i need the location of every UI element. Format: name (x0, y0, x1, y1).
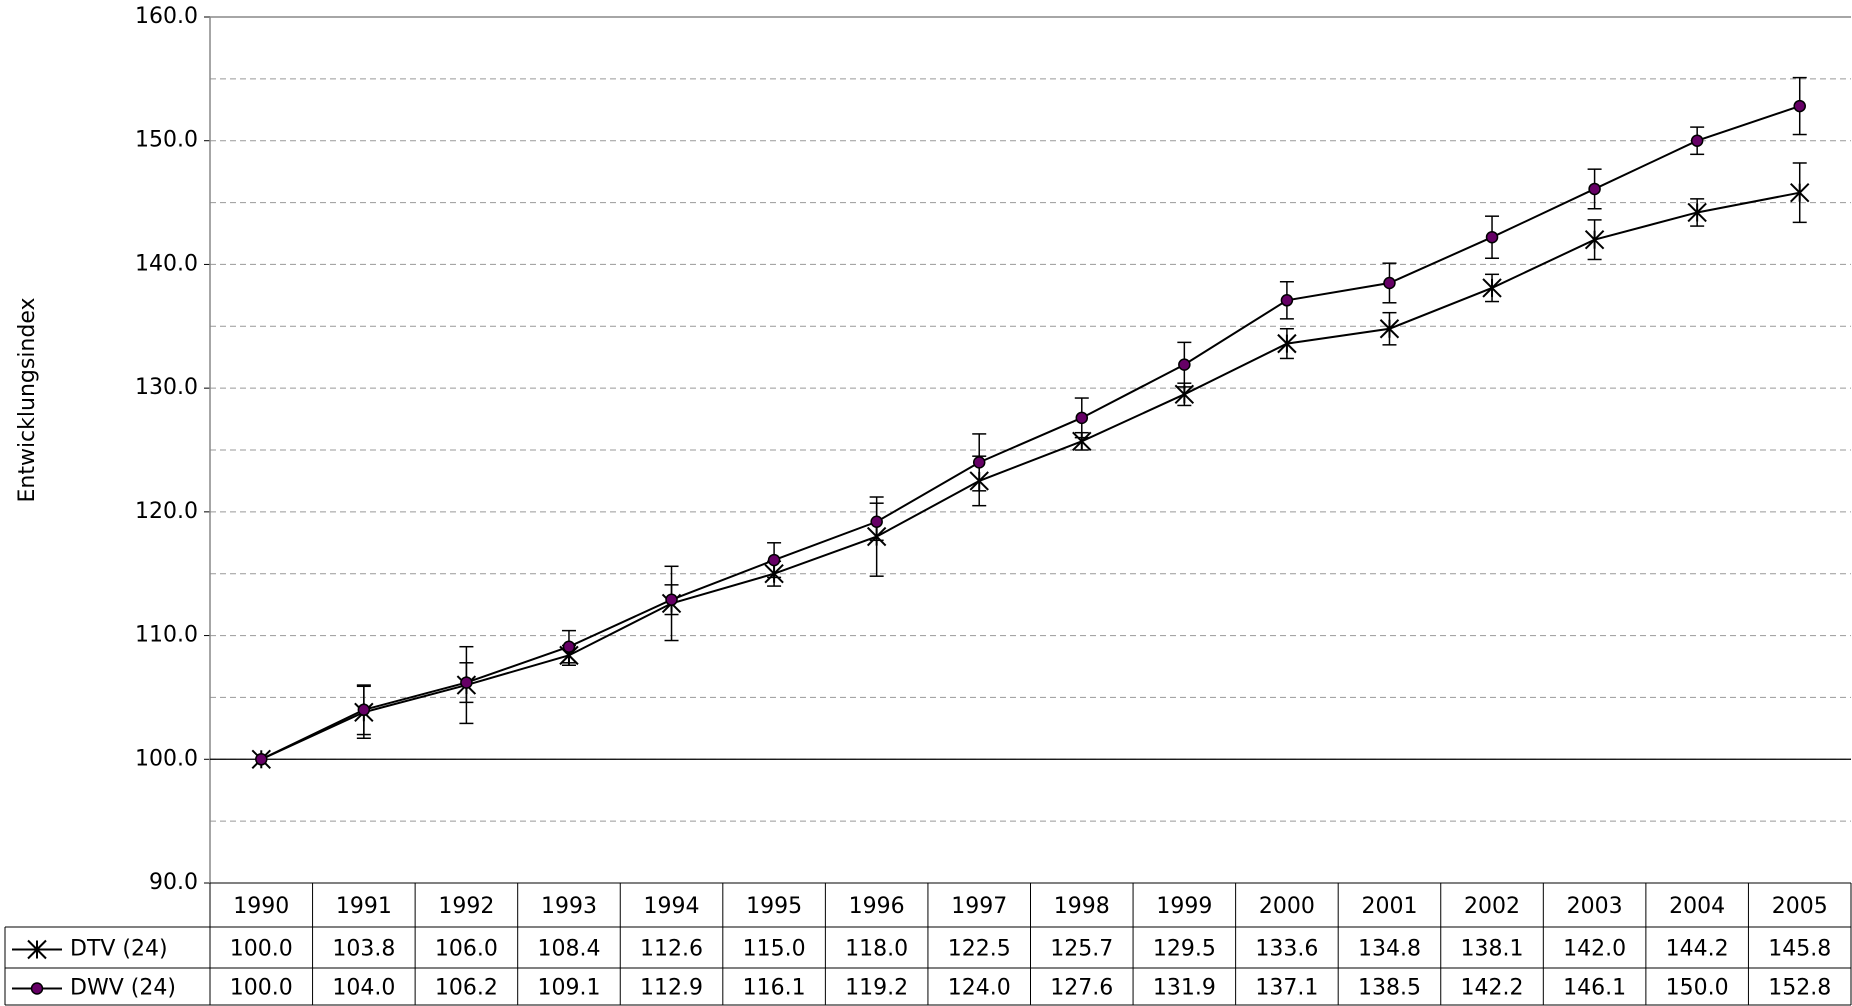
table-value: 106.2 (435, 976, 498, 1001)
x-tick-label: 1990 (233, 894, 289, 919)
marker-circle (255, 753, 268, 766)
x-tick-label: 2005 (1772, 894, 1828, 919)
marker-circle (1793, 99, 1806, 113)
x-tick-label: 2004 (1669, 894, 1725, 919)
table-value: 146.1 (1563, 976, 1626, 1001)
table-value: 109.1 (537, 976, 600, 1001)
y-tick-label: 120.0 (135, 499, 198, 524)
table-value: 142.2 (1461, 976, 1524, 1001)
table-value: 115.0 (743, 937, 806, 962)
marker-circle (1280, 294, 1294, 307)
y-axis-label: Entwicklungsindex (15, 297, 40, 502)
y-tick-label: 160.0 (135, 4, 198, 29)
table-value: 129.5 (1153, 937, 1216, 962)
marker-star (1277, 333, 1297, 354)
table-value: 100.0 (230, 976, 293, 1001)
marker-circle (870, 515, 883, 529)
x-tick-label: 2001 (1361, 894, 1417, 919)
x-tick-label: 1996 (849, 894, 905, 919)
marker-star (1584, 229, 1605, 250)
marker-circle (562, 640, 576, 653)
table-value: 133.6 (1255, 937, 1318, 962)
table-value: 127.6 (1050, 976, 1113, 1001)
marker-circle (1588, 182, 1601, 196)
marker-star (1482, 278, 1502, 298)
marker-circle (767, 553, 781, 567)
marker-star (1072, 431, 1092, 452)
table-value: 137.1 (1255, 976, 1318, 1001)
table-value: 152.8 (1768, 976, 1831, 1001)
marker-circle (1485, 230, 1499, 244)
x-tick-label: 1998 (1054, 894, 1110, 919)
x-tick-label: 1993 (541, 894, 597, 919)
table-value: 103.8 (332, 937, 395, 962)
table-value: 118.0 (845, 937, 908, 962)
y-tick-label: 90.0 (149, 870, 198, 895)
legend-label: DTV (24) (70, 937, 168, 962)
table-value: 112.9 (640, 976, 703, 1001)
y-tick-label: 130.0 (135, 375, 198, 400)
x-tick-label: 1991 (336, 894, 392, 919)
legend-label: DWV (24) (70, 976, 176, 1001)
x-tick-label: 2002 (1464, 894, 1520, 919)
table-value: 134.8 (1358, 937, 1421, 962)
table-value: 124.0 (948, 976, 1011, 1001)
marker-star (866, 526, 887, 547)
y-tick-label: 100.0 (135, 746, 198, 771)
table-value: 142.0 (1563, 937, 1626, 962)
marker-star (764, 564, 784, 584)
marker-circle (972, 456, 986, 469)
table-value: 125.7 (1050, 937, 1113, 962)
series-line (260, 191, 1800, 761)
table-value: 131.9 (1153, 976, 1216, 1001)
table-value: 108.4 (537, 937, 600, 962)
table-value: 119.2 (845, 976, 908, 1001)
y-tick-label: 140.0 (135, 251, 198, 276)
table-value: 138.5 (1358, 976, 1421, 1001)
marker-circle (665, 593, 678, 606)
marker-circle (1690, 134, 1704, 147)
marker-circle (1178, 358, 1191, 371)
marker-star (969, 471, 989, 491)
marker-circle (1075, 411, 1089, 425)
marker-circle (1383, 276, 1396, 290)
table-value: 112.6 (640, 937, 703, 962)
marker-star (1687, 202, 1707, 223)
x-tick-label: 1994 (644, 894, 700, 919)
series-line (260, 105, 1801, 761)
table-value: 100.0 (230, 937, 293, 962)
table-value: 116.1 (743, 976, 806, 1001)
y-tick-label: 150.0 (135, 128, 198, 153)
x-tick-label: 1995 (746, 894, 802, 919)
x-tick-label: 2000 (1259, 894, 1315, 919)
table-value: 138.1 (1461, 937, 1524, 962)
legend-marker (27, 939, 47, 960)
marker-star (1790, 182, 1810, 203)
x-tick-label: 1997 (951, 894, 1007, 919)
table-value: 106.0 (435, 937, 498, 962)
x-tick-label: 2003 (1567, 894, 1623, 919)
table-value: 150.0 (1666, 976, 1729, 1001)
x-tick-label: 1999 (1156, 894, 1212, 919)
legend-marker (30, 982, 44, 995)
table-value: 122.5 (948, 937, 1011, 962)
table-value: 104.0 (332, 976, 395, 1001)
x-tick-label: 1992 (438, 894, 494, 919)
table-value: 144.2 (1666, 937, 1729, 962)
marker-star (1174, 384, 1195, 405)
marker-star (1379, 319, 1400, 339)
marker-circle (460, 676, 473, 689)
y-tick-label: 110.0 (135, 623, 198, 648)
marker-circle (357, 703, 371, 717)
table-value: 145.8 (1768, 937, 1831, 962)
